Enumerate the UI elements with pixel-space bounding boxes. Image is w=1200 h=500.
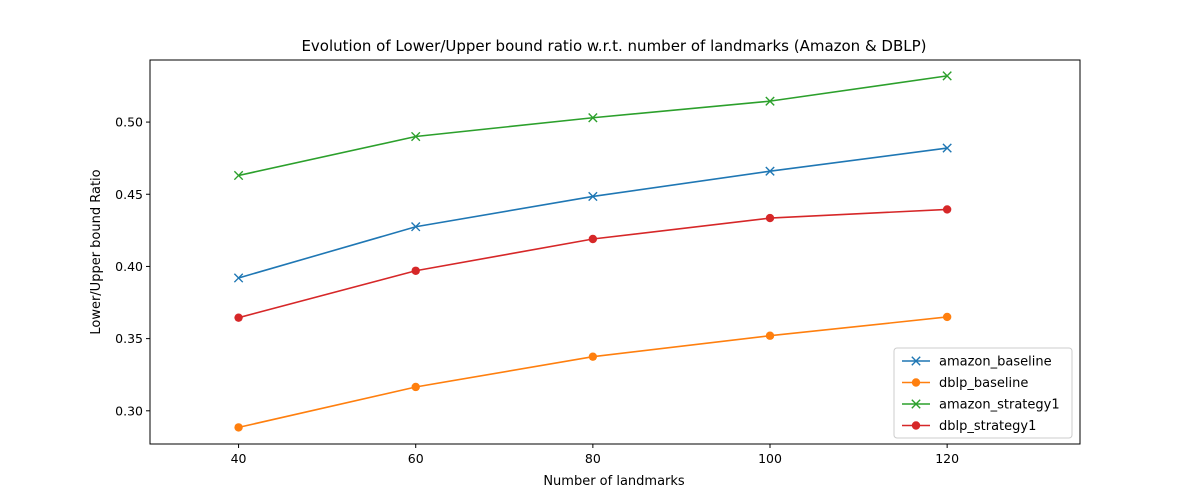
x-axis: 40 60 80 100 120: [231, 444, 959, 466]
plot-area: [233, 71, 952, 432]
data-point: [765, 213, 775, 223]
series-dblp_baseline: [234, 312, 952, 432]
data-point: [411, 222, 421, 232]
data-point: [942, 71, 952, 81]
legend-label: dblp_baseline: [939, 376, 1028, 391]
data-point: [765, 96, 775, 106]
legend-label: amazon_baseline: [939, 355, 1052, 370]
y-tick-label: 0.35: [115, 331, 143, 346]
legend-label: amazon_strategy1: [939, 398, 1060, 413]
legend: amazon_baseline dblp_baseline amazon_strat…: [893, 347, 1073, 439]
legend-box: [893, 347, 1073, 439]
series-line: [238, 147, 948, 279]
data-point: [765, 331, 775, 340]
series-line: [238, 75, 948, 177]
y-axis: 0.30 0.35 0.40 0.45 0.50: [115, 115, 150, 418]
data-point: [234, 423, 243, 432]
series-line: [238, 208, 948, 319]
legend-item: dblp_baseline: [902, 376, 1028, 391]
legend-marker: [911, 378, 921, 387]
data-point: [588, 352, 598, 361]
legend-marker: [911, 421, 921, 430]
data-point: [588, 113, 598, 123]
data-point: [234, 313, 243, 322]
y-tick-label: 0.30: [115, 403, 143, 418]
data-point: [942, 312, 952, 322]
data-point: [233, 273, 244, 283]
x-tick-label: 40: [231, 451, 247, 466]
data-point: [411, 382, 420, 392]
y-tick-label: 0.40: [115, 259, 143, 274]
x-tick-label: 80: [585, 451, 601, 466]
series-dblp_strategy1: [234, 205, 952, 322]
legend-item: amazon_strategy1: [902, 398, 1060, 413]
data-point: [411, 131, 421, 142]
legend-item: dblp_strategy1: [902, 419, 1036, 434]
y-tick-label: 0.45: [115, 187, 143, 202]
series-amazon_baseline: [233, 143, 952, 283]
legend-marker: [911, 356, 921, 366]
data-point: [765, 166, 775, 176]
legend-marker: [911, 399, 921, 409]
series-amazon_strategy1: [233, 71, 952, 181]
data-point: [588, 191, 598, 202]
data-point: [233, 170, 244, 181]
y-axis-label: Lower/Upper bound Ratio: [89, 169, 104, 334]
chart-title: Evolution of Lower/Upper bound ratio w.r…: [301, 37, 926, 55]
x-axis-label: Number of landmarks: [543, 474, 685, 489]
x-tick-label: 60: [408, 451, 424, 466]
legend-label: dblp_strategy1: [939, 419, 1036, 434]
x-tick-label: 100: [758, 451, 782, 466]
series-line: [238, 316, 948, 429]
x-tick-label: 120: [935, 451, 959, 466]
legend-item: amazon_baseline: [902, 355, 1052, 370]
data-point: [942, 143, 952, 153]
plot-frame: [149, 59, 1081, 445]
data-point: [411, 266, 420, 275]
data-point: [588, 234, 598, 244]
y-tick-label: 0.50: [115, 115, 143, 130]
data-point: [942, 205, 952, 214]
